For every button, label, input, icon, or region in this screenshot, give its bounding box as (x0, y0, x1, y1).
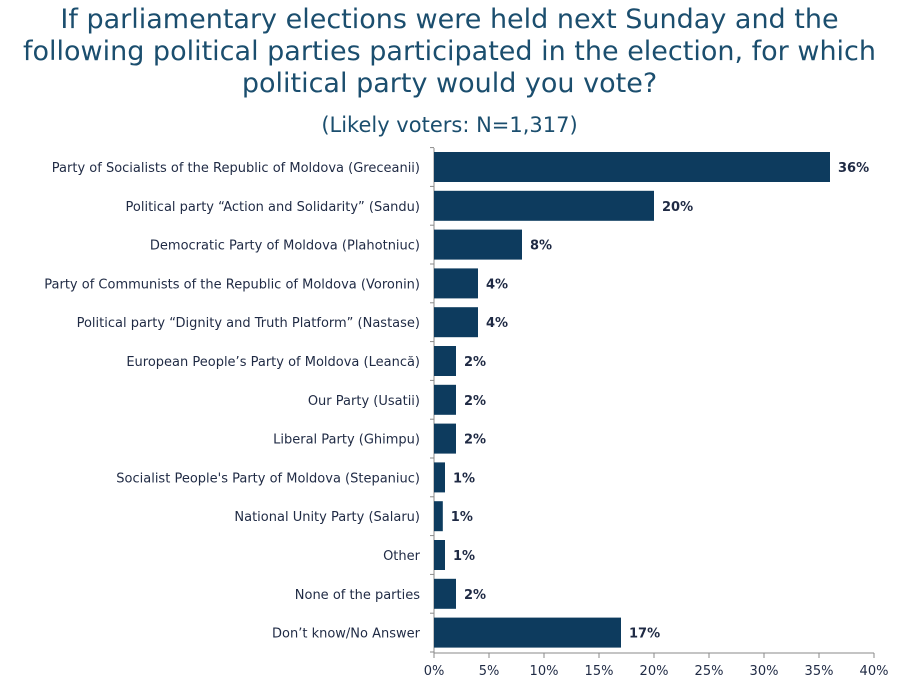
bar (434, 462, 445, 493)
value-label: 2% (464, 588, 486, 603)
value-label: 1% (451, 510, 473, 525)
x-tick-label: 10% (530, 664, 559, 679)
x-tick-label: 5% (479, 664, 500, 679)
value-label: 2% (464, 394, 486, 409)
bar (434, 423, 456, 454)
x-tick-label: 25% (695, 664, 724, 679)
value-label: 2% (464, 355, 486, 370)
x-tick-label: 20% (640, 664, 669, 679)
category-label: Socialist People's Party of Moldova (Ste… (116, 471, 420, 486)
category-label: Don’t know/No Answer (272, 627, 421, 642)
category-label: Party of Socialists of the Republic of M… (52, 161, 420, 176)
value-label: 4% (486, 277, 508, 292)
value-label: 17% (629, 627, 660, 642)
value-label: 20% (662, 200, 693, 215)
x-tick-label: 35% (805, 664, 834, 679)
value-label: 1% (453, 471, 475, 486)
bar (434, 229, 522, 260)
category-label: Political party “Dignity and Truth Platf… (77, 316, 420, 331)
x-tick-label: 0% (424, 664, 445, 679)
value-label: 4% (486, 316, 508, 331)
bar (434, 384, 456, 415)
category-label: Democratic Party of Moldova (Plahotniuc) (150, 239, 420, 254)
category-label: European People’s Party of Moldova (Lean… (126, 355, 420, 370)
chart-subtitle: (Likely voters: N=1,317) (321, 113, 578, 137)
bar (434, 578, 456, 609)
category-label: Party of Communists of the Republic of M… (44, 277, 420, 292)
value-label: 36% (838, 161, 869, 176)
x-tick-label: 40% (860, 664, 889, 679)
category-label: Political party “Action and Solidarity” … (126, 200, 420, 215)
x-tick-label: 30% (750, 664, 779, 679)
bar (434, 307, 478, 338)
bar (434, 540, 445, 570)
bar (434, 152, 830, 182)
x-tick-label: 15% (585, 664, 614, 679)
chart-title: If parliamentary elections were held nex… (22, 4, 877, 99)
category-label: None of the parties (295, 588, 420, 603)
category-label: Other (383, 549, 421, 564)
bar (434, 190, 654, 221)
value-label: 1% (453, 549, 475, 564)
value-label: 2% (464, 433, 486, 448)
bar (434, 268, 478, 299)
category-label: National Unity Party (Salaru) (234, 510, 420, 525)
category-label: Liberal Party (Ghimpu) (273, 433, 420, 448)
bar (434, 617, 621, 648)
bar (434, 346, 456, 376)
value-label: 8% (530, 239, 552, 254)
category-label: Our Party (Usatii) (308, 394, 420, 409)
bar (434, 501, 443, 532)
